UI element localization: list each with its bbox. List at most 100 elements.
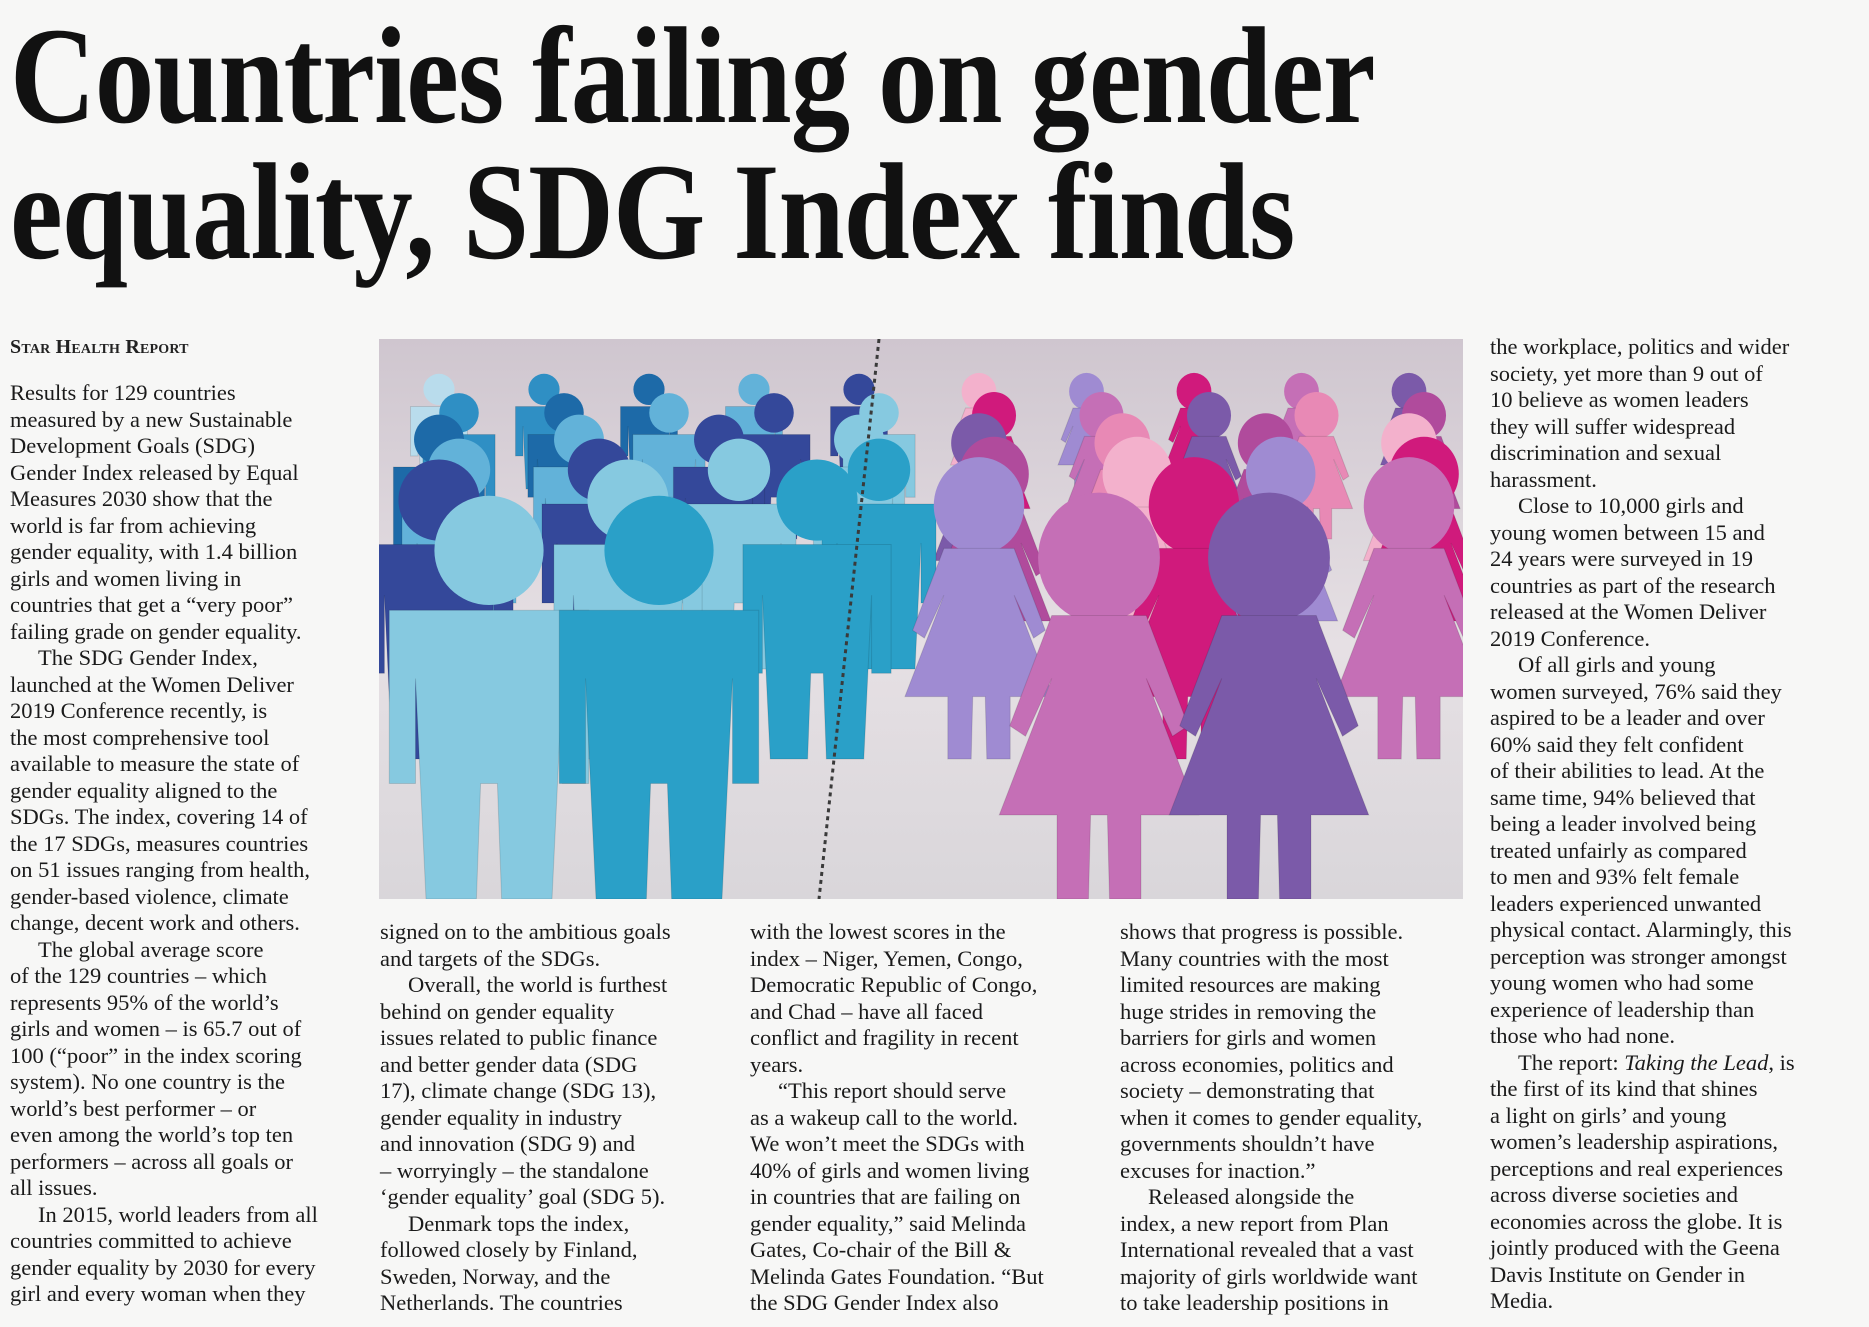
- text-line: excuses for inaction.”: [1120, 1157, 1316, 1183]
- text-line: failing grade on gender equality.: [10, 618, 302, 644]
- text-line: countries as part of the research: [1490, 572, 1776, 598]
- text-line: countries that get a “very poor”: [10, 592, 294, 617]
- text-line: gender equality,” said Melinda: [750, 1210, 1026, 1236]
- text-line: index – Niger, Yemen, Congo,: [750, 945, 1023, 971]
- text-line: treated unfairly as compared: [1490, 837, 1747, 863]
- text-line: available to measure the state of: [10, 751, 300, 776]
- text-line: harassment.: [1490, 466, 1597, 492]
- paper-figure-female: [1168, 492, 1370, 899]
- headline-line: equality, SDG Index finds: [10, 135, 1295, 288]
- text-line: signed on to the ambitious goals: [380, 919, 671, 944]
- text-line: leaders experienced unwanted: [1490, 890, 1762, 916]
- text-line: 2019 Conference recently, is: [10, 698, 268, 723]
- text-line: and innovation (SDG 9) and: [380, 1131, 635, 1156]
- text-line: girl and every woman when they: [10, 1281, 306, 1306]
- text-line: those who had none.: [1490, 1023, 1675, 1048]
- article-photo: [379, 339, 1463, 899]
- text-line: 24 years were surveyed in 19: [1490, 546, 1754, 571]
- text-line: behind on gender equality: [380, 998, 615, 1024]
- text-line: gender-based violence, climate: [10, 883, 289, 909]
- text-line: to take leadership positions in: [1120, 1290, 1389, 1315]
- report-title: Taking the Lead: [1624, 1049, 1769, 1075]
- text-line: The SDG Gender Index,: [38, 645, 258, 670]
- text-line: measured by a new Sustainable: [10, 406, 293, 432]
- paper-cutout-people-image: [379, 339, 1463, 899]
- text-fragment: The report:: [1518, 1049, 1625, 1075]
- text-line: Overall, the world is furthest: [408, 972, 668, 997]
- text-line: when it comes to gender equality,: [1120, 1104, 1423, 1130]
- paper-figure-male: [742, 459, 892, 760]
- text-line: gender equality aligned to the: [10, 777, 278, 803]
- article-column-5: the workplace, politics and wider society…: [1490, 334, 1840, 1315]
- text-line: – worryingly – the standalone: [380, 1157, 649, 1183]
- text-line: Development Goals (SDG): [10, 433, 255, 458]
- text-line: Results for 129 countries: [10, 380, 236, 405]
- text-line: countries committed to achieve: [10, 1228, 292, 1253]
- text-line: experience of leadership than: [1490, 996, 1755, 1022]
- text-line: on 51 issues ranging from health,: [10, 857, 310, 882]
- text-line: International revealed that a vast: [1120, 1237, 1414, 1262]
- text-line: and targets of the SDGs.: [380, 945, 601, 971]
- text-line: followed closely by Finland,: [380, 1237, 638, 1262]
- text-line: represents 95% of the world’s: [10, 989, 279, 1015]
- text-line: economies across the globe. It is: [1490, 1208, 1783, 1234]
- text-line: discrimination and sexual: [1490, 440, 1722, 465]
- text-line: released at the Women Deliver: [1490, 599, 1767, 624]
- text-line: huge strides in removing the: [1120, 998, 1377, 1024]
- text-line: of their abilities to lead. At the: [1490, 758, 1765, 783]
- text-line: the 17 SDGs, measures countries: [10, 830, 309, 856]
- text-line: conflict and fragility in recent: [750, 1025, 1019, 1050]
- text-line: Democratic Republic of Congo,: [750, 972, 1038, 997]
- text-line: Davis Institute on Gender in: [1490, 1261, 1745, 1287]
- text-line: Released alongside the: [1148, 1184, 1355, 1209]
- text-line: across diverse societies and: [1490, 1182, 1739, 1207]
- text-line: We won’t meet the SDGs with: [750, 1131, 1025, 1156]
- text-line: 17), climate change (SDG 13),: [380, 1078, 657, 1103]
- text-line: majority of girls worldwide want: [1120, 1263, 1418, 1289]
- text-line: Melinda Gates Foundation. “But: [750, 1263, 1044, 1289]
- text-line: change, decent work and others.: [10, 910, 300, 935]
- paper-figure-female: [998, 492, 1200, 899]
- text-line: index, a new report from Plan: [1120, 1210, 1389, 1236]
- text-line: Denmark tops the index,: [408, 1210, 630, 1236]
- text-line: they will suffer widespread: [1490, 413, 1736, 439]
- text-line: in countries that are failing on: [750, 1184, 1021, 1209]
- text-line: all issues.: [10, 1175, 98, 1200]
- text-line: the first of its kind that shines: [1490, 1076, 1758, 1101]
- text-line: women’s leadership aspirations,: [1490, 1129, 1779, 1154]
- text-line: young women between 15 and: [1490, 519, 1765, 545]
- text-line: of the 129 countries – which: [10, 963, 267, 988]
- article-column-4: shows that progress is possible. Many cou…: [1120, 919, 1465, 1317]
- text-line: Sweden, Norway, and the: [380, 1263, 611, 1289]
- text-line: 40% of girls and women living: [750, 1157, 1030, 1183]
- headline-line: Countries failing on gender: [10, 0, 1376, 152]
- text-line: “This report should serve: [778, 1078, 1007, 1103]
- text-line: governments shouldn’t have: [1120, 1131, 1375, 1156]
- text-line: Many countries with the most: [1120, 945, 1389, 971]
- text-line: girls and women living in: [10, 565, 242, 591]
- text-line: society, yet more than 9 out of: [1490, 360, 1763, 386]
- text-line: and better gender data (SDG: [380, 1051, 638, 1077]
- text-line: gender equality in industry: [380, 1104, 622, 1130]
- text-line: 2019 Conference.: [1490, 625, 1650, 651]
- text-line: physical contact. Alarmingly, this: [1490, 917, 1792, 942]
- text-line: The report: Taking the Lead, is: [1490, 1050, 1840, 1077]
- text-line: Of all girls and young: [1518, 652, 1716, 677]
- text-line: being a leader involved being: [1490, 811, 1757, 836]
- text-line: system). No one country is the: [10, 1069, 285, 1094]
- paper-figure-male: [388, 495, 590, 899]
- text-line: barriers for girls and women: [1120, 1025, 1377, 1050]
- text-line: and Chad – have all faced: [750, 998, 984, 1024]
- dashed-divider: [817, 339, 881, 899]
- paper-figure-female: [904, 457, 1054, 760]
- text-line: issues related to public finance: [380, 1025, 658, 1050]
- text-line: society – demonstrating that: [1120, 1078, 1375, 1103]
- text-line: Measures 2030 show that the: [10, 486, 273, 511]
- text-line: gender equality by 2030 for every: [10, 1254, 316, 1280]
- text-line: the SDG Gender Index also: [750, 1290, 999, 1315]
- text-line: world’s best performer – or: [10, 1095, 257, 1121]
- text-line: women surveyed, 76% said they: [1490, 678, 1782, 704]
- text-line: 100 (“poor” in the index scoring: [10, 1042, 302, 1068]
- text-line: 10 believe as women leaders: [1490, 387, 1749, 412]
- text-line: performers – across all goals or: [10, 1148, 294, 1174]
